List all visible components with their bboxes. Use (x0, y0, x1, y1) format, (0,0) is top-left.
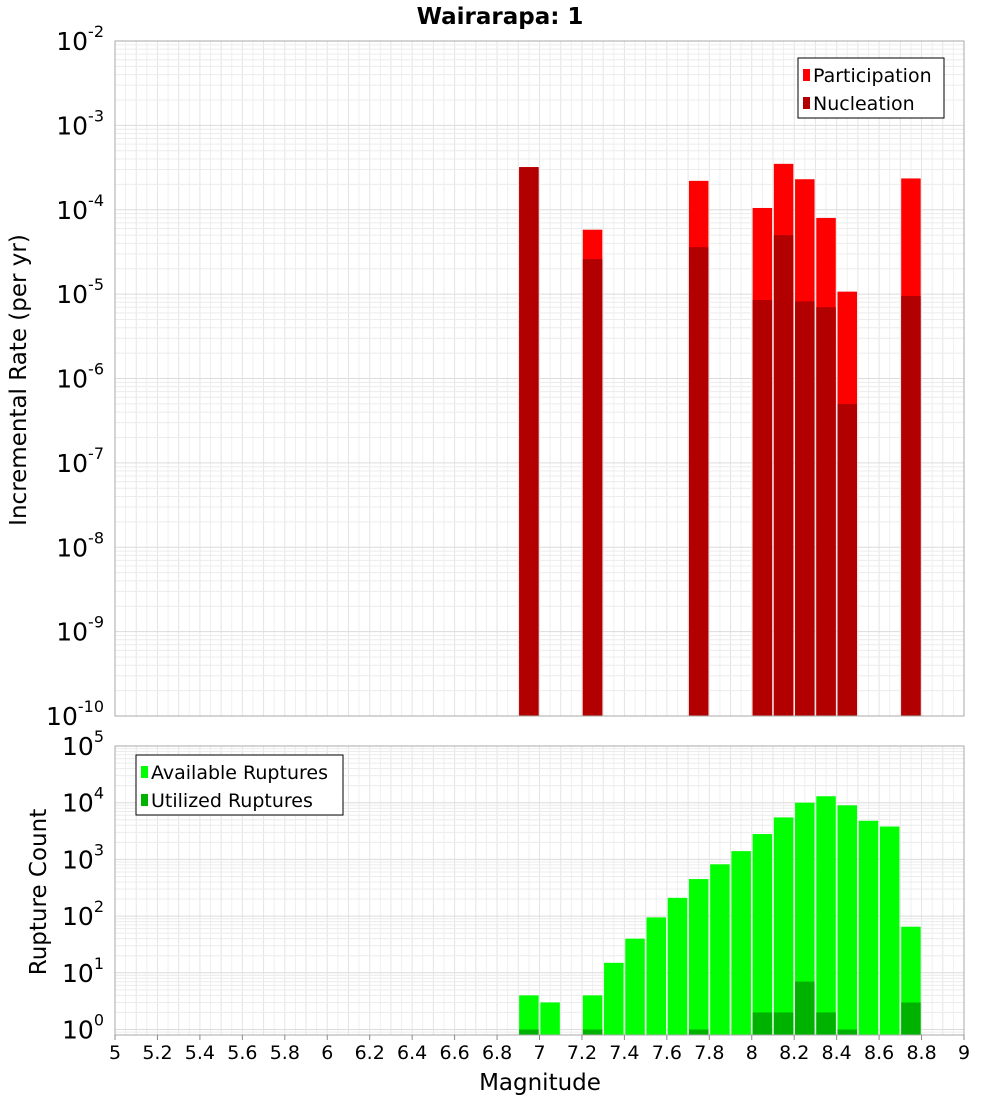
bar-utilized-ruptures (519, 1029, 539, 1035)
y-tick-label: 100 (62, 1011, 104, 1045)
y-tick-label: 10-5 (56, 275, 104, 309)
legend-label: Available Ruptures (151, 762, 328, 784)
bar-available-ruptures (667, 897, 688, 1035)
bar-utilized-ruptures (901, 1002, 921, 1035)
legend-swatch (803, 97, 810, 109)
y-tick-label: 10-8 (56, 528, 104, 562)
legend-box (797, 57, 945, 119)
x-tick-label: 5 (109, 1042, 121, 1064)
bar-utilized-ruptures (837, 1029, 858, 1035)
top-y-axis-label: Incremental Rate (per yr) (6, 234, 32, 526)
legend-label: Participation (813, 65, 932, 87)
y-tick-label: 10-4 (56, 191, 104, 225)
bar-available-ruptures (710, 864, 730, 1035)
x-tick-label: 5.4 (185, 1042, 215, 1064)
bottom-legend: Available Ruptures Utilized Ruptures (135, 754, 344, 816)
x-tick-label: 5.8 (270, 1042, 300, 1064)
bar-available-ruptures (858, 820, 879, 1035)
bar-nucleation (582, 259, 603, 716)
x-axis-label: Magnitude (479, 1070, 601, 1096)
bar-nucleation (773, 235, 794, 716)
x-tick-label: 7 (533, 1042, 545, 1064)
bar-available-ruptures (837, 805, 858, 1035)
bar-available-ruptures (646, 917, 666, 1035)
bar-available-ruptures (688, 879, 709, 1035)
x-tick-labels: 5 5.2 5.4 5.6 5.8 6 6.2 6.4 6.6 6.8 7 7.2 7.4 7.6 7.8 8… (109, 1035, 970, 1064)
y-tick-label: 10-3 (56, 106, 104, 140)
x-tick-label: 6 (321, 1042, 333, 1064)
legend-swatch (803, 69, 810, 81)
y-tick-label: 10-10 (46, 697, 104, 731)
y-tick-label: 10-2 (56, 22, 104, 56)
legend-box (135, 754, 344, 816)
bar-utilized-ruptures (795, 981, 815, 1035)
bar-available-ruptures (540, 1002, 560, 1035)
y-tick-label: 10-7 (56, 444, 104, 478)
bar-utilized-ruptures (816, 1012, 836, 1035)
x-tick-label: 5.2 (142, 1042, 172, 1064)
bottom-plot-bars (519, 796, 921, 1035)
bar-available-ruptures (731, 851, 751, 1035)
bar-nucleation (901, 296, 921, 716)
bar-available-ruptures (604, 962, 624, 1035)
bar-nucleation (688, 247, 709, 716)
legend-swatch (141, 794, 148, 806)
x-tick-label: 6.4 (397, 1042, 427, 1064)
x-tick-label: 6.8 (482, 1042, 512, 1064)
y-tick-label: 103 (62, 840, 104, 874)
x-tick-label: 9 (958, 1042, 970, 1064)
y-tick-label: 101 (62, 954, 104, 988)
top-legend: Participation Nucleation (797, 57, 945, 119)
bar-available-ruptures (625, 938, 645, 1035)
y-tick-label: 104 (62, 784, 104, 818)
x-tick-label: 7.6 (652, 1042, 682, 1064)
x-tick-label: 8.8 (906, 1042, 936, 1064)
y-tick-label: 10-9 (56, 613, 104, 647)
top-plot-grid (114, 40, 965, 717)
bar-available-ruptures (519, 995, 539, 1035)
x-tick-label: 7.2 (567, 1042, 597, 1064)
bar-available-ruptures (773, 817, 794, 1035)
top-y-tick-labels: 10-10 10-9 10-8 10-7 10-6 10-5 10-4 10-3 10-2 (46, 22, 104, 731)
x-tick-label: 8.4 (822, 1042, 852, 1064)
bar-utilized-ruptures (688, 1029, 709, 1035)
bar-available-ruptures (879, 826, 900, 1035)
bar-nucleation (795, 301, 815, 716)
legend-label: Utilized Ruptures (151, 790, 313, 812)
x-tick-label: 7.4 (609, 1042, 639, 1064)
bar-available-ruptures (582, 995, 603, 1035)
bar-nucleation (752, 300, 773, 716)
bar-utilized-ruptures (582, 1029, 603, 1035)
chart-title: Wairarapa: 1 (417, 4, 584, 30)
bar-nucleation (837, 403, 858, 716)
bar-available-ruptures (752, 834, 773, 1035)
bottom-y-tick-labels: 100 101 102 103 104 105 (62, 727, 104, 1045)
x-tick-label: 8.6 (864, 1042, 894, 1064)
x-tick-label: 6.6 (439, 1042, 469, 1064)
top-plot-bars (519, 163, 921, 717)
top-plot-frame (114, 40, 965, 717)
x-tick-label: 8.2 (779, 1042, 809, 1064)
x-tick-label: 6.2 (355, 1042, 385, 1064)
y-tick-label: 102 (62, 897, 104, 931)
bar-available-ruptures (795, 802, 815, 1035)
y-tick-label: 105 (62, 727, 104, 761)
legend-swatch (141, 766, 148, 778)
bottom-y-axis-label: Rupture Count (26, 809, 52, 975)
x-tick-label: 7.8 (694, 1042, 724, 1064)
y-tick-label: 10-6 (56, 360, 104, 394)
legend-label: Nucleation (813, 93, 915, 115)
bar-available-ruptures (816, 796, 836, 1035)
bar-nucleation (816, 307, 836, 716)
x-tick-label: 5.6 (227, 1042, 257, 1064)
bar-nucleation (519, 167, 539, 716)
bar-utilized-ruptures (752, 1012, 773, 1035)
bar-utilized-ruptures (773, 1012, 794, 1035)
x-tick-label: 8 (746, 1042, 758, 1064)
